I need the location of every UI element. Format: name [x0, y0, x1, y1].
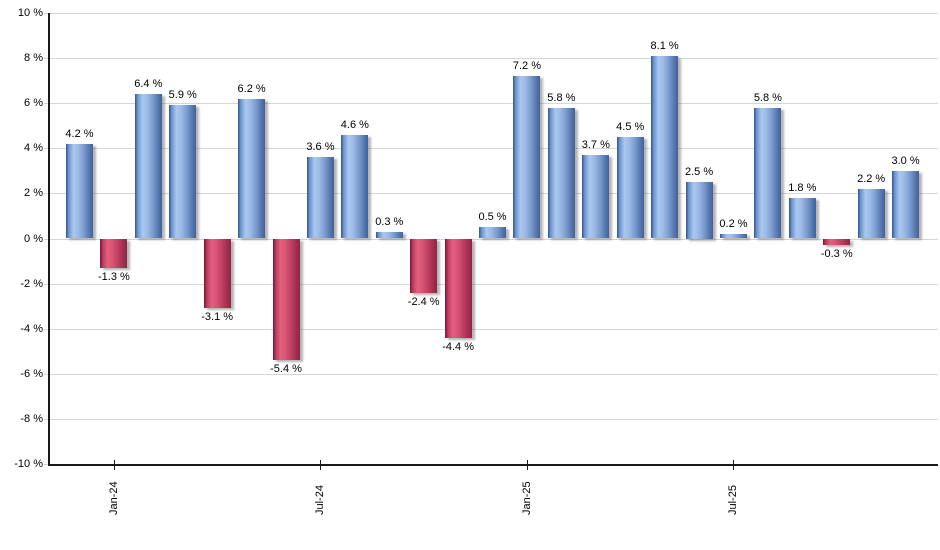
bar-value-label: 7.2 %	[512, 60, 542, 73]
y-axis-label: -4 %	[20, 322, 43, 335]
y-axis-label: -6 %	[20, 367, 43, 380]
bar-value-label: 6.2 %	[237, 82, 266, 95]
bar-positive	[651, 55, 679, 239]
y-gridline	[44, 238, 938, 240]
bar-positive	[513, 76, 541, 239]
bar-positive	[892, 170, 920, 239]
x-axis-tick	[113, 460, 115, 470]
bar-negative	[272, 238, 300, 361]
bar-negative	[823, 238, 851, 246]
bar-value-label: 4.5 %	[616, 121, 645, 134]
bar-negative	[444, 238, 472, 338]
y-gridline	[44, 373, 938, 375]
bar-value-label: 5.9 %	[168, 89, 197, 102]
x-axis-line	[48, 464, 938, 466]
bar-value-label: 0.2 %	[719, 217, 748, 230]
x-axis-tick	[320, 460, 322, 470]
y-gridline	[44, 328, 938, 330]
bar-negative	[410, 238, 438, 293]
bar-positive	[719, 233, 747, 239]
y-gridline	[44, 13, 938, 14]
bar-positive	[66, 143, 93, 239]
y-gridline	[44, 103, 938, 105]
bar-value-label: 0.3 %	[375, 215, 404, 228]
y-axis-label: -8 %	[20, 412, 43, 425]
y-gridline	[44, 58, 938, 60]
bar-value-label: 6.4 %	[134, 78, 163, 91]
bar-negative	[203, 238, 231, 309]
bar-positive	[238, 98, 266, 239]
bar-positive	[479, 227, 507, 239]
y-axis-label: 6 %	[24, 97, 43, 110]
bar-positive	[134, 94, 162, 239]
bar-value-label: 4.6 %	[340, 118, 369, 131]
bar-value-label: 3.7 %	[581, 139, 610, 152]
y-axis-label: 0 %	[24, 232, 43, 245]
bar-positive	[788, 197, 816, 239]
bar-positive	[375, 231, 403, 239]
y-axis-tick	[44, 464, 48, 465]
x-axis-label: Jul-25	[727, 485, 740, 515]
x-axis-tick	[733, 460, 735, 470]
bar-value-label: -1.3 %	[98, 270, 130, 283]
bar-value-label: 2.2 %	[857, 172, 886, 185]
bar-positive	[341, 134, 369, 239]
y-axis-label: -10 %	[14, 458, 43, 470]
bar-value-label: 4.2 %	[65, 127, 94, 140]
x-axis-tick	[526, 460, 528, 470]
bar-negative	[100, 238, 128, 268]
bar-positive	[685, 182, 713, 239]
bar-value-label: -5.4 %	[270, 363, 302, 376]
bar-positive	[616, 137, 644, 239]
y-axis-line	[48, 13, 50, 466]
bar-value-label: -4.4 %	[442, 340, 474, 353]
bar-value-label: 1.8 %	[788, 181, 817, 194]
bar-value-label: -0.3 %	[820, 248, 853, 261]
bar-positive	[857, 188, 885, 239]
y-axis-label: 10 %	[17, 7, 43, 19]
y-gridline	[44, 193, 938, 195]
y-axis-label: -2 %	[20, 277, 43, 290]
y-axis-label: 4 %	[24, 142, 43, 155]
bar-value-label: 3.0 %	[891, 154, 920, 167]
bar-value-label: 3.6 %	[306, 141, 335, 154]
y-gridline	[44, 283, 938, 285]
y-axis-label: 2 %	[24, 187, 43, 200]
bar-value-label: 5.8 %	[547, 91, 576, 104]
y-gridline	[44, 418, 938, 420]
y-axis-label: 8 %	[24, 52, 43, 65]
x-axis-label: Jul-24	[314, 485, 327, 515]
bar-positive	[547, 107, 575, 239]
bar-value-label: -3.1 %	[201, 311, 234, 324]
bar-value-label: 2.5 %	[684, 166, 714, 179]
x-axis-label: Jan-25	[520, 481, 533, 515]
x-axis-label: Jan-24	[107, 481, 120, 515]
bar-value-label: 0.5 %	[478, 211, 507, 224]
bar-positive	[754, 107, 782, 239]
bar-value-label: 8.1 %	[650, 39, 679, 52]
bar-value-label: 5.8 %	[753, 91, 782, 104]
bar-positive	[582, 155, 610, 239]
bar-value-label: -2.4 %	[407, 295, 440, 308]
bar-positive	[306, 157, 334, 239]
y-gridline	[44, 148, 938, 150]
bar-positive	[169, 105, 197, 239]
